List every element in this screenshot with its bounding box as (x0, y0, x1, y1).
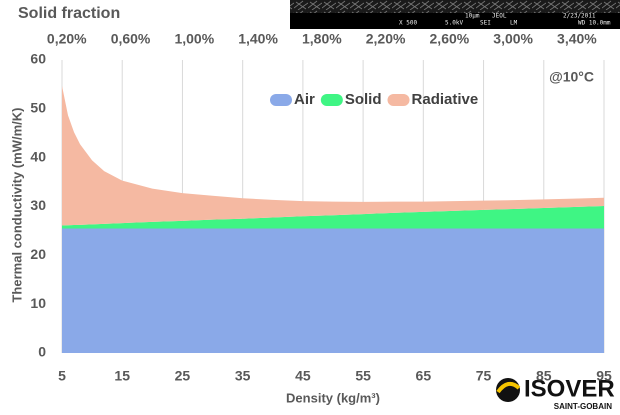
x2-tick-label: 2,60% (430, 31, 470, 47)
sem-caption: SEI (480, 20, 491, 27)
area (62, 228, 604, 353)
y-axis-title: Thermal conductivity (mW/m/K) (9, 107, 24, 302)
x2-tick-label: 0,60% (111, 31, 151, 47)
x2-tick-label: 1,40% (238, 31, 278, 47)
y-tick-label: 30 (30, 197, 46, 213)
sem-caption: X 500 (399, 20, 417, 27)
x-tick-label: 15 (114, 368, 130, 384)
sem-caption: 10µm (465, 13, 480, 20)
area (62, 86, 604, 226)
sem-caption: JEOL (492, 13, 507, 20)
x-axis-title: Density (kg/m³) (286, 390, 380, 405)
y-tick-label: 50 (30, 100, 46, 116)
x-tick-label: 35 (235, 368, 251, 384)
sem-caption: LM (510, 20, 518, 27)
y-tick-label: 60 (30, 51, 46, 67)
x2-tick-label: 1,80% (302, 31, 342, 47)
chart: Solid fraction @10°C Density (kg/m³) The… (0, 0, 620, 415)
x2-tick-label: 3,00% (493, 31, 533, 47)
x-tick-label: 65 (416, 368, 432, 384)
y-tick-label: 10 (30, 295, 46, 311)
x2-axis-title: Solid fraction (18, 5, 120, 22)
x2-tick-label: 2,20% (366, 31, 406, 47)
annotation: @10°C (549, 69, 594, 85)
y-tick-label: 0 (38, 344, 46, 360)
legend-swatch (270, 94, 292, 106)
x2-tick-label: 3,40% (557, 31, 597, 47)
sem-caption: WD 10.0mm (578, 20, 611, 27)
legend-swatch (321, 94, 343, 106)
x-tick-label: 5 (58, 368, 66, 384)
legend-label: Radiative (412, 91, 479, 108)
x-tick-label: 45 (295, 368, 311, 384)
y-tick-label: 40 (30, 148, 46, 164)
x-tick-label: 25 (175, 368, 191, 384)
x-tick-label: 85 (536, 368, 552, 384)
legend-label: Air (294, 91, 315, 108)
x-tick-label: 95 (596, 368, 612, 384)
plot-area (62, 86, 604, 353)
x2-tick-label: 1,00% (174, 31, 214, 47)
legend-label: Solid (345, 91, 382, 108)
sem-caption: 5.0kV (445, 20, 463, 27)
y-tick-label: 20 (30, 246, 46, 262)
x2-tick-label: 0,20% (47, 31, 87, 47)
logo-parent: SAINT-GOBAIN (554, 402, 612, 411)
legend-swatch (388, 94, 410, 106)
sem-caption: 2/23/2011 (563, 13, 596, 20)
x-tick-label: 75 (476, 368, 492, 384)
x-tick-label: 55 (355, 368, 371, 384)
